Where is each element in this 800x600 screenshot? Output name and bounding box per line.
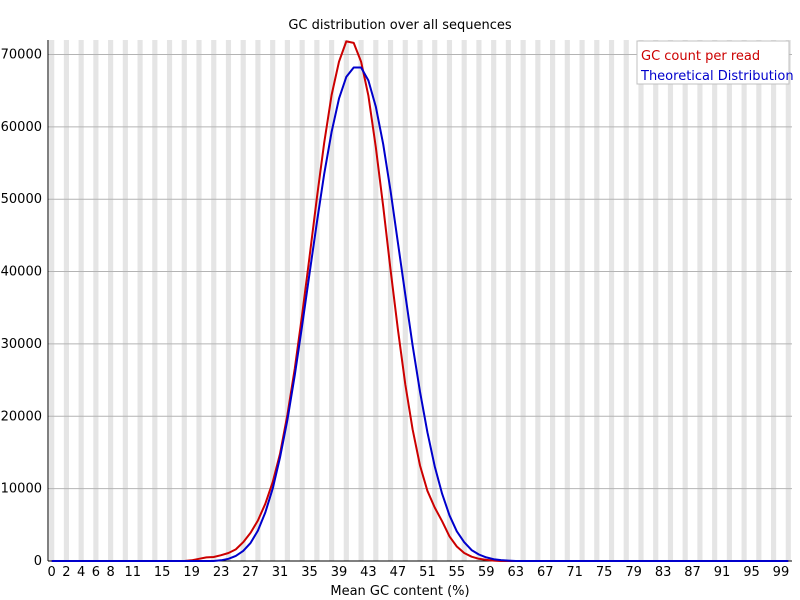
x-tick-label: 63 [507,565,524,580]
y-tick-label: 40000 [1,265,42,280]
x-tick-label: 59 [478,565,495,580]
x-tick-label: 51 [419,565,436,580]
background-band [505,40,511,561]
x-tick-label: 35 [301,565,318,580]
background-band [63,40,69,561]
background-band [564,40,570,561]
background-band [579,40,585,561]
y-tick-label: 0 [34,554,42,569]
x-tick-label: 95 [743,565,760,580]
background-band [785,40,791,561]
background-band [78,40,84,561]
background-band [358,40,364,561]
x-tick-label: 75 [596,565,613,580]
x-tick-label: 67 [537,565,554,580]
x-tick-label: 31 [272,565,289,580]
background-band [225,40,232,561]
x-tick-label: 11 [124,565,141,580]
legend: GC count per read Theoretical Distributi… [636,40,794,85]
background-band [108,40,114,561]
y-tick-labels: 0 10000 20000 30000 40000 50000 60000 70000 [1,47,42,569]
legend-box [636,40,790,85]
background-band [49,40,55,561]
background-band [491,40,497,561]
x-tick-label: 71 [566,565,583,580]
background-band [152,40,158,561]
x-tick-label: 23 [213,565,230,580]
background-band [608,40,615,561]
x-tick-label: 15 [154,565,171,580]
background-band [667,40,674,561]
background-band [520,40,526,561]
x-tick-label: 43 [360,565,377,580]
background-band [314,40,320,561]
background-band [122,40,128,561]
background-band [550,40,556,561]
x-tick-label: 6 [92,565,100,580]
y-tick-label: 70000 [1,47,42,62]
background-band [594,40,600,561]
series-lines [51,40,789,562]
background-band [461,40,467,561]
background-band [240,40,246,561]
x-tick-label: 79 [625,565,642,580]
background-band [270,40,276,561]
background-band [211,40,217,561]
background-band [726,40,732,561]
background-band [741,40,747,561]
y-tick-label: 60000 [1,120,42,135]
background-band [181,40,187,561]
x-tick-label: 0 [48,565,56,580]
y-tick-label: 30000 [1,337,42,352]
background-band [299,40,305,561]
background-band [284,40,290,561]
x-tick-labels: 0 2 4 6 8 11 15 19 23 27 31 35 39 43 47 51 55 59 63 67 71 75 7… [48,565,790,580]
x-tick-label: 91 [714,565,731,580]
background-band [535,40,541,561]
background-band [476,40,482,561]
x-tick-label: 47 [390,565,407,580]
background-band [432,40,438,561]
x-tick-label: 2 [62,565,70,580]
y-tick-label: 50000 [1,192,42,207]
legend-entry-gc-count: GC count per read [641,49,760,64]
background-band [137,40,143,561]
background-bands [49,40,791,561]
x-tick-label: 8 [106,565,114,580]
x-tick-label: 87 [684,565,701,580]
background-band [682,40,688,561]
x-tick-label: 83 [655,565,672,580]
background-band [196,40,202,561]
background-band [638,40,644,561]
background-band [373,40,379,561]
background-band [712,40,718,561]
background-band [771,40,777,561]
background-band [343,40,349,561]
background-band [93,40,99,561]
y-tick-label: 10000 [1,482,42,497]
background-band [417,40,423,561]
x-tick-label: 99 [773,565,790,580]
background-band [653,40,659,561]
x-tick-label: 55 [449,565,466,580]
x-tick-label: 4 [77,565,85,580]
y-tick-label: 20000 [1,409,42,424]
x-tick-label: 39 [331,565,348,580]
x-tick-label: 19 [183,565,200,580]
background-band [446,40,453,561]
background-band [756,40,762,561]
background-band [329,40,335,561]
legend-entry-theoretical: Theoretical Distribution [640,69,794,84]
background-band [387,40,394,561]
x-tick-label: 27 [242,565,259,580]
background-band [697,40,703,561]
background-band [255,40,261,561]
series-line-theoretical [51,66,789,562]
background-band [166,40,173,561]
chart-title: GC distribution over all sequences [288,18,512,33]
x-axis-label: Mean GC content (%) [330,584,469,599]
background-band [623,40,629,561]
